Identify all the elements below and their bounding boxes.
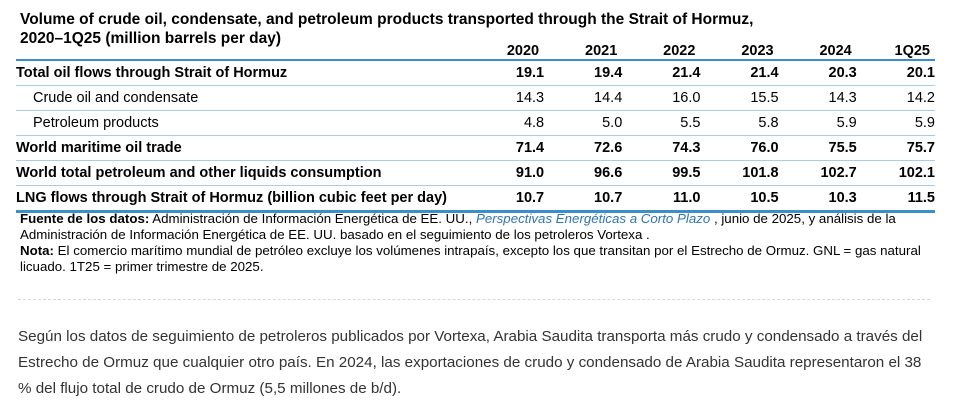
cell-value: 91.0 xyxy=(515,165,545,181)
source-label: Fuente de los datos: xyxy=(20,211,150,226)
cell-value: 101.8 xyxy=(742,165,779,181)
row-label: LNG flows through Strait of Hormuz (bill… xyxy=(16,190,447,206)
cell-value: 14.2 xyxy=(906,90,935,106)
cell-value: 75.5 xyxy=(828,140,857,156)
table-notes: Fuente de los datos: Administración de I… xyxy=(20,211,940,275)
cell-value: 5.9 xyxy=(836,115,857,131)
table-row: World total petroleum and other liquids … xyxy=(16,161,935,186)
year-header: 2020 xyxy=(506,43,540,59)
cell-value: 19.4 xyxy=(594,65,623,81)
cell-value: 99.5 xyxy=(672,165,701,181)
cell-value: 10.3 xyxy=(828,190,857,206)
cell-value: 19.1 xyxy=(515,65,545,81)
cell-value: 16.0 xyxy=(672,90,701,106)
cell-value: 21.4 xyxy=(672,65,701,81)
year-header: 2023 xyxy=(741,43,774,59)
cell-value: 20.3 xyxy=(828,65,857,81)
note-label: Nota: xyxy=(20,243,54,258)
header-row: 2020 2021 2022 2023 2024 1Q25 xyxy=(16,40,935,60)
cell-value: 10.7 xyxy=(594,190,623,206)
cell-value: 10.7 xyxy=(515,190,545,206)
table-row: World maritime oil trade 71.4 72.6 74.3 … xyxy=(16,136,935,161)
cell-value: 10.5 xyxy=(750,190,779,206)
row-label: World total petroleum and other liquids … xyxy=(16,165,382,181)
cell-value: 21.4 xyxy=(750,65,779,81)
cell-value: 11.5 xyxy=(907,190,935,206)
cell-value: 71.4 xyxy=(515,140,545,156)
year-header: 2022 xyxy=(663,43,696,59)
cell-value: 74.3 xyxy=(672,140,701,156)
cell-value: 76.0 xyxy=(750,140,779,156)
row-label: World maritime oil trade xyxy=(16,140,182,156)
row-label: Total oil flows through Strait of Hormuz xyxy=(16,65,288,81)
row-label: Petroleum products xyxy=(33,115,159,131)
table-row: Crude oil and condensate 14.3 14.4 16.0 … xyxy=(16,86,935,111)
source-text: Administración de Información Energética… xyxy=(149,211,476,226)
cell-value: 15.5 xyxy=(750,90,779,106)
cell-value: 5.8 xyxy=(758,115,779,131)
cell-value: 11.0 xyxy=(673,190,701,206)
cell-value: 102.7 xyxy=(820,165,857,181)
row-label: Crude oil and condensate xyxy=(33,90,199,106)
cell-value: 14.4 xyxy=(594,90,623,106)
year-header: 2024 xyxy=(819,43,852,59)
cell-value: 72.6 xyxy=(594,140,623,156)
table-row: Petroleum products 4.8 5.0 5.5 5.8 5.9 5… xyxy=(16,111,935,136)
cell-value: 20.1 xyxy=(906,65,935,81)
source-text-continued: , junio de 2025, y análisis de la Admini… xyxy=(20,211,896,242)
cell-value: 14.3 xyxy=(515,90,545,106)
data-table: 2020 2021 2022 2023 2024 1Q25 Total oil … xyxy=(16,40,935,213)
footnote: Nota: El comercio marítimo mundial de pe… xyxy=(20,243,940,275)
cell-value: 5.9 xyxy=(914,115,935,131)
body-paragraph: Según los datos de seguimiento de petrol… xyxy=(18,328,923,397)
source-link[interactable]: Perspectivas Energéticas a Corto Plazo xyxy=(475,211,711,226)
cell-value: 14.3 xyxy=(828,90,857,106)
year-header: 2021 xyxy=(585,43,618,59)
table-row: LNG flows through Strait of Hormuz (bill… xyxy=(16,186,935,212)
note-text: El comercio marítimo mundial de petróleo… xyxy=(20,243,921,274)
table-row: Total oil flows through Strait of Hormuz… xyxy=(16,60,935,86)
table-title: Volume of crude oil, condensate, and pet… xyxy=(20,11,754,47)
source-note: Fuente de los datos: Administración de I… xyxy=(20,211,940,243)
year-header: 1Q25 xyxy=(894,43,930,59)
section-divider xyxy=(18,299,930,300)
cell-value: 5.5 xyxy=(680,115,701,131)
cell-value: 102.1 xyxy=(898,165,935,181)
cell-value: 4.8 xyxy=(523,115,545,131)
cell-value: 75.7 xyxy=(906,140,935,156)
header-spacer xyxy=(16,40,466,60)
cell-value: 96.6 xyxy=(594,165,623,181)
cell-value: 5.0 xyxy=(602,115,623,131)
